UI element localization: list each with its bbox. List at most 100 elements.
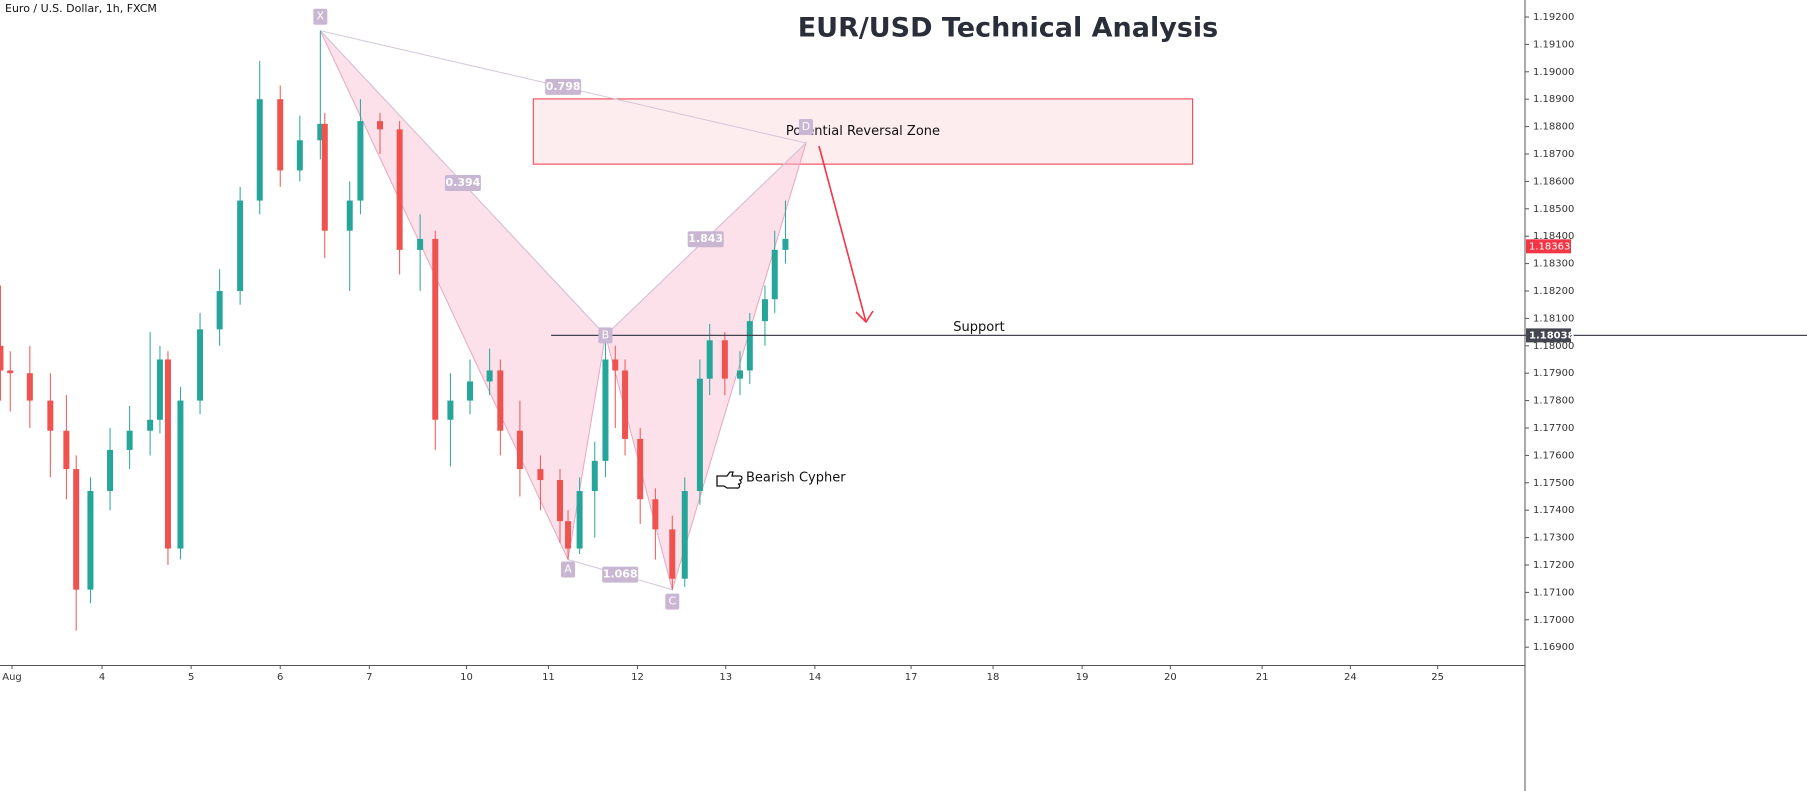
- plot: 1.16900 1.17000 1.17100 1.17200 1.17300 1.174…: [0, 8, 1807, 683]
- arrow-head: [855, 310, 874, 324]
- candle-body: [591, 460, 598, 492]
- y-tick-label: 1.18200: [1533, 286, 1574, 297]
- x-tick-label: 11: [542, 672, 555, 683]
- y-tick-label: 1.19000: [1533, 67, 1574, 78]
- point-badge: [798, 119, 813, 136]
- ratio-label: 1.068: [603, 568, 638, 581]
- point-label: B: [602, 328, 610, 341]
- ratio-badge: [687, 231, 724, 248]
- candle-body: [622, 370, 629, 439]
- candle-body: [612, 359, 619, 371]
- ratio-badge: [444, 175, 481, 192]
- candle-body: [486, 370, 493, 382]
- candle-body: [321, 123, 328, 231]
- y-tick-label: 1.18100: [1533, 313, 1574, 324]
- candle-body: [497, 370, 504, 431]
- point-label: X: [317, 10, 325, 23]
- y-tick-label: 1.17500: [1533, 478, 1574, 489]
- candle-body: [126, 430, 133, 450]
- chart-title: EUR/USD Technical Analysis: [798, 13, 1219, 44]
- hand-outline: [716, 471, 743, 489]
- y-tick-label: 1.18800: [1533, 122, 1574, 133]
- y-tick-label: 1.18500: [1533, 204, 1574, 215]
- point-label: D: [802, 120, 810, 133]
- candle-body: [107, 449, 114, 492]
- x-tick-label: 20: [1164, 672, 1177, 683]
- y-tick-label: 1.18400: [1533, 231, 1574, 242]
- x-tick-label: 24: [1344, 672, 1357, 683]
- point-badge: [313, 8, 328, 25]
- candle-body: [256, 99, 263, 201]
- y-tick-label: 1.16900: [1533, 642, 1574, 653]
- ratio-badge: [602, 566, 639, 583]
- candle-body: [147, 419, 154, 431]
- candle-body: [737, 370, 744, 379]
- candle-body: [537, 469, 544, 481]
- candle-body: [467, 381, 474, 401]
- candle-body: [87, 491, 94, 590]
- x-tick-label: 14: [808, 672, 821, 683]
- candle-body: [652, 499, 659, 530]
- x-tick-label: 12: [631, 672, 644, 683]
- y-tick-label: 1.17600: [1533, 450, 1574, 461]
- point-badge: [561, 561, 576, 578]
- candle-body: [156, 359, 163, 420]
- point-label: A: [564, 563, 572, 576]
- last-price-tag: [1526, 239, 1571, 254]
- point-label: C: [668, 595, 676, 608]
- point-badge: [665, 593, 680, 610]
- candle-body: [576, 491, 583, 549]
- candle-body: [396, 129, 403, 250]
- y-tick-label: 1.17000: [1533, 615, 1574, 626]
- candle-body: [447, 400, 454, 420]
- support-label: Support: [953, 320, 1004, 335]
- y-tick-label: 1.17700: [1533, 423, 1574, 434]
- x-tick-label: 13: [719, 672, 732, 683]
- x-tick-label: 10: [460, 672, 473, 683]
- x-tick-label: 19: [1076, 672, 1089, 683]
- candle-body: [681, 491, 688, 579]
- candle-body: [0, 345, 4, 371]
- candle-body: [26, 373, 33, 401]
- x-tick-label: 17: [905, 672, 918, 683]
- symbol-label: Euro / U.S. Dollar, 1h, FXCM: [5, 2, 157, 15]
- x-tick-label: 18: [987, 672, 1000, 683]
- candle-body: [317, 123, 324, 141]
- candle-body: [417, 238, 424, 250]
- candle-body: [761, 299, 768, 322]
- y-tick-label: 1.18600: [1533, 176, 1574, 187]
- candle-body: [346, 200, 353, 231]
- ratio-label: 0.394: [445, 176, 480, 189]
- candle-body: [721, 340, 728, 379]
- candle-body: [296, 140, 303, 171]
- candle-body: [696, 378, 703, 492]
- candle-body: [73, 469, 80, 590]
- candle-body: [7, 370, 14, 374]
- ratio-label: 1.843: [688, 232, 723, 245]
- candle-body: [47, 400, 54, 431]
- y-tick-label: 1.19100: [1533, 39, 1574, 50]
- support-price-label: 1.18038: [1529, 330, 1575, 341]
- y-tick-label: 1.17300: [1533, 533, 1574, 544]
- candle-body: [357, 121, 364, 201]
- candle-body: [782, 238, 789, 250]
- x-tick-label: 25: [1431, 672, 1444, 683]
- candle-body: [516, 430, 523, 470]
- y-tick-label: 1.17800: [1533, 396, 1574, 407]
- candle-body: [63, 430, 70, 470]
- y-tick-label: 1.19200: [1533, 12, 1574, 23]
- pattern-name: Bearish Cypher: [746, 471, 846, 486]
- y-tick-label: 1.18900: [1533, 94, 1574, 105]
- candle-body: [602, 359, 609, 461]
- candle-body: [746, 321, 753, 371]
- projection-arrow: [818, 145, 874, 324]
- y-tick-label: 1.18300: [1533, 259, 1574, 270]
- candle-body: [377, 121, 384, 130]
- x-tick-label: 5: [188, 672, 194, 683]
- arrow-shaft: [818, 145, 867, 323]
- y-tick-label: 1.17100: [1533, 587, 1574, 598]
- y-tick-label: 1.18700: [1533, 149, 1574, 160]
- reversal-zone: [532, 98, 1194, 165]
